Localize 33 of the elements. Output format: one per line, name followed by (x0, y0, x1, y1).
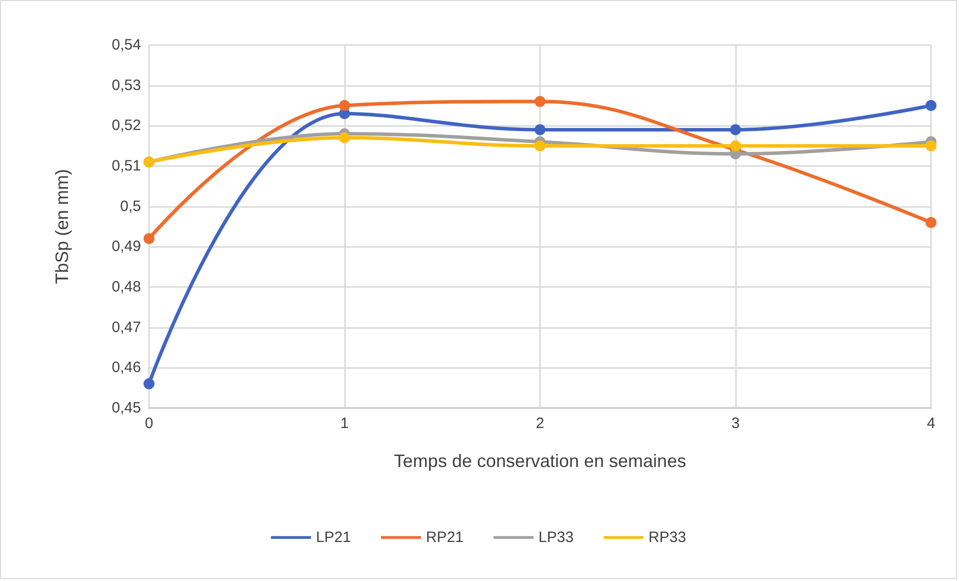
y-tick-label: 0,52 (112, 117, 141, 134)
point (926, 100, 936, 111)
x-axis-title: Temps de conservation en semaines (394, 451, 686, 471)
y-tick-label: 0,49 (112, 238, 141, 256)
y-tick-label: 0,46 (112, 359, 141, 376)
point (144, 378, 154, 390)
x-tick-label: 2 (536, 415, 544, 432)
point (339, 100, 350, 111)
x-tick-label: 0 (144, 415, 154, 432)
x-tick-label: 3 (731, 415, 740, 432)
point (534, 124, 546, 136)
legend-label: LP21 (316, 529, 351, 546)
point (730, 140, 741, 152)
point (339, 132, 350, 144)
point (144, 233, 154, 244)
legend-label: RP21 (426, 529, 464, 546)
y-tick-label: 0,51 (112, 158, 141, 174)
y-tick-label: 0,5 (120, 198, 141, 215)
y-tick-label: 0,45 (112, 400, 141, 416)
y-tick-label: 0,47 (112, 318, 141, 336)
x-tick-label: 4 (926, 415, 936, 432)
y-axis-title: TbSp (en mm) (52, 168, 72, 284)
x-tick-label: 1 (340, 415, 349, 432)
legend-label: RP33 (648, 529, 686, 546)
y-tick-label: 0,48 (112, 278, 141, 296)
point (730, 124, 741, 136)
y-tick-label: 0,54 (112, 36, 141, 54)
legend-label: LP33 (538, 529, 574, 546)
y-tick-label: 0,53 (112, 76, 141, 94)
point (926, 216, 936, 228)
point (534, 96, 546, 107)
point (534, 140, 546, 152)
point (926, 140, 936, 152)
